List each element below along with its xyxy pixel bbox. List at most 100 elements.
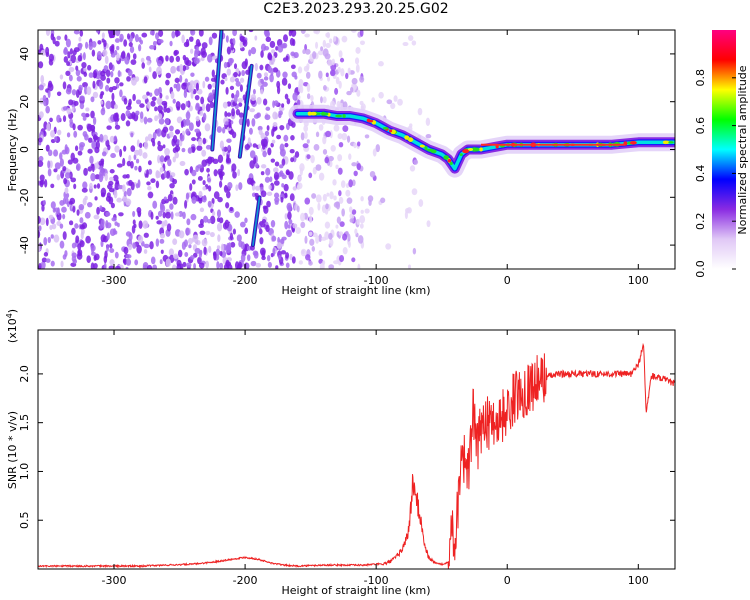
- noise-blob: [169, 182, 175, 189]
- noise-blob: [225, 35, 229, 43]
- noise-blob: [146, 264, 153, 269]
- noise-blob: [79, 102, 85, 110]
- noise-blob: [77, 124, 83, 131]
- noise-blob: [38, 160, 44, 167]
- noise-blob: [108, 180, 114, 186]
- noise-blob: [338, 231, 344, 236]
- noise-blob: [353, 142, 357, 149]
- noise-blob: [82, 130, 88, 138]
- noise-blob: [152, 200, 158, 209]
- noise-blob: [146, 117, 153, 123]
- noise-blob: [44, 179, 48, 188]
- noise-blob: [333, 195, 337, 201]
- noise-blob: [155, 180, 160, 189]
- noise-blob: [142, 94, 148, 100]
- noise-blob: [91, 140, 98, 149]
- noise-blob: [244, 227, 249, 235]
- noise-blob: [123, 246, 129, 255]
- noise-blob: [100, 218, 105, 227]
- noise-blob: [171, 31, 176, 39]
- noise-blob: [204, 123, 211, 132]
- noise-blob: [273, 100, 279, 107]
- noise-blob: [110, 202, 115, 209]
- noise-blob: [72, 205, 76, 213]
- noise-blob: [82, 115, 87, 121]
- x-tick-label: -100: [364, 274, 389, 287]
- noise-blob: [216, 209, 221, 218]
- noise-blob: [211, 69, 215, 78]
- noise-blob: [199, 207, 205, 213]
- noise-blob: [195, 102, 200, 108]
- noise-blob: [91, 163, 95, 173]
- noise-blob: [38, 243, 41, 252]
- noise-blob: [76, 76, 82, 82]
- noise-blob: [145, 55, 151, 61]
- noise-blob: [85, 107, 90, 112]
- noise-blob: [339, 221, 345, 228]
- ridge-hot-blob: [629, 140, 637, 145]
- noise-blob: [176, 263, 182, 269]
- noise-blob: [300, 248, 307, 257]
- noise-blob: [328, 264, 335, 269]
- noise-blob: [354, 228, 358, 235]
- noise-blob: [45, 105, 50, 114]
- noise-blob: [172, 147, 179, 154]
- noise-blob: [89, 155, 94, 164]
- noise-blob: [111, 217, 117, 222]
- noise-blob: [189, 183, 193, 191]
- noise-blob: [207, 83, 212, 90]
- noise-blob: [198, 262, 205, 269]
- noise-blob: [61, 206, 67, 213]
- noise-blob: [82, 52, 86, 61]
- noise-blob: [315, 131, 320, 138]
- noise-blob: [170, 211, 174, 220]
- noise-blob: [186, 218, 191, 226]
- noise-blob: [276, 242, 282, 249]
- noise-blob: [56, 91, 62, 97]
- y-tick-label: 0: [18, 146, 31, 153]
- noise-blob: [69, 48, 73, 55]
- noise-blob: [226, 46, 232, 55]
- noise-blob: [152, 140, 156, 147]
- noise-blob: [125, 266, 129, 269]
- noise-blob: [201, 238, 208, 247]
- noise-blob: [306, 139, 310, 144]
- noise-blob: [103, 39, 107, 48]
- noise-blob: [179, 139, 183, 147]
- colorbar-tick-label: 0.8: [694, 69, 707, 87]
- noise-blob: [226, 68, 232, 76]
- noise-blob: [67, 159, 73, 165]
- noise-blob: [263, 30, 270, 37]
- noise-blob: [228, 122, 232, 129]
- noise-blob: [73, 183, 77, 190]
- noise-blob: [208, 245, 212, 254]
- noise-blob: [71, 89, 77, 96]
- noise-blob: [90, 96, 95, 103]
- noise-blob: [208, 185, 212, 192]
- noise-blob: [260, 89, 264, 95]
- noise-blob: [143, 76, 148, 84]
- spectrogram-y-ticks: -40 -20 0 20 40: [18, 47, 675, 254]
- noise-blob: [165, 55, 169, 62]
- noise-blob: [194, 128, 200, 133]
- noise-blob: [270, 158, 276, 163]
- noise-blob: [63, 177, 68, 185]
- noise-blob: [367, 195, 374, 202]
- noise-blob: [109, 176, 114, 181]
- snr-line-group: [38, 342, 675, 569]
- noise-blob: [338, 141, 344, 148]
- noise-blob: [159, 166, 164, 173]
- noise-blob: [258, 228, 263, 235]
- noise-blob: [202, 186, 207, 191]
- noise-blob: [324, 53, 331, 60]
- noise-blob: [223, 61, 228, 69]
- noise-blob: [63, 46, 68, 55]
- noise-blob: [151, 96, 157, 101]
- noise-blob: [87, 148, 93, 154]
- noise-blob: [292, 186, 297, 191]
- noise-blob: [325, 203, 329, 210]
- noise-blob: [270, 253, 274, 258]
- noise-blob: [122, 157, 126, 167]
- x-tick-label: 100: [628, 574, 649, 587]
- noise-blob: [198, 250, 203, 259]
